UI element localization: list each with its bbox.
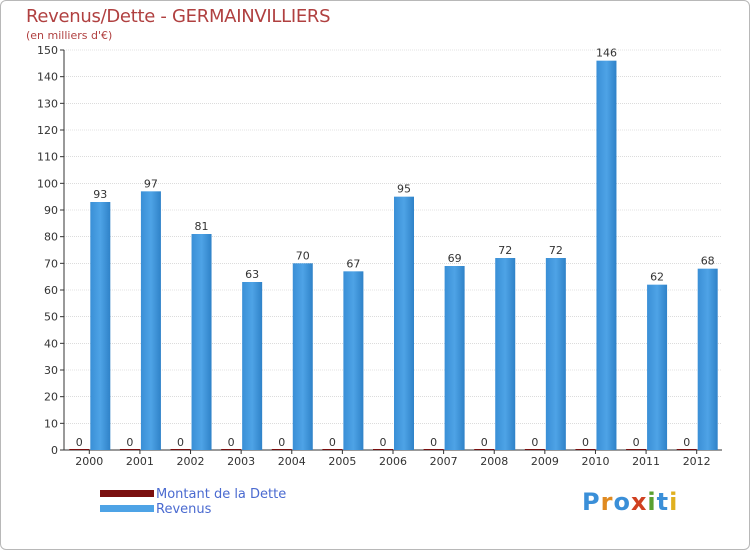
bar-revenus: [495, 258, 516, 450]
bar-dette: [474, 449, 495, 450]
logo-letter: x: [630, 488, 648, 516]
data-label-dette: 0: [76, 436, 83, 449]
legend-label-revenus: Revenus: [156, 502, 212, 517]
x-tick-label: 2008: [480, 455, 508, 468]
y-tick-label: 10: [44, 417, 58, 430]
y-tick-label: 40: [44, 337, 58, 350]
data-label-revenus: 63: [245, 268, 259, 281]
x-tick-label: 2010: [581, 455, 609, 468]
legend-swatch-revenus: [100, 505, 154, 512]
y-tick-label: 140: [37, 71, 58, 84]
bar-revenus: [647, 284, 668, 450]
data-label-revenus: 146: [596, 47, 617, 60]
data-label-dette: 0: [329, 436, 336, 449]
logo-letter: i: [669, 488, 679, 516]
x-tick-label: 2000: [75, 455, 103, 468]
data-label-dette: 0: [582, 436, 589, 449]
bar-dette: [170, 449, 191, 450]
data-label-dette: 0: [481, 436, 488, 449]
bar-revenus: [343, 271, 364, 450]
x-tick-label: 2011: [632, 455, 660, 468]
logo-letter: t: [656, 488, 670, 516]
data-label-dette: 0: [177, 436, 184, 449]
y-tick-label: 60: [44, 284, 58, 297]
y-tick-label: 90: [44, 204, 58, 217]
legend-label-dette: Montant de la Dette: [156, 487, 287, 502]
data-label-dette: 0: [126, 436, 133, 449]
x-tick-label: 2002: [177, 455, 205, 468]
x-tick-label: 2001: [126, 455, 154, 468]
y-tick-label: 70: [44, 257, 58, 270]
bar-revenus: [191, 234, 212, 450]
data-label-dette: 0: [683, 436, 690, 449]
data-label-revenus: 72: [549, 244, 563, 257]
data-label-revenus: 81: [195, 220, 209, 233]
data-label-revenus: 97: [144, 177, 158, 190]
data-label-revenus: 69: [448, 252, 462, 265]
bar-dette: [119, 449, 140, 450]
y-tick-label: 110: [37, 151, 58, 164]
data-label-dette: 0: [430, 436, 437, 449]
bar-dette: [69, 449, 90, 450]
bar-dette: [423, 449, 444, 450]
x-tick-label: 2005: [328, 455, 356, 468]
bar-dette: [373, 449, 393, 450]
bar-revenus: [242, 282, 263, 450]
data-label-revenus: 67: [346, 257, 360, 270]
bar-revenus: [596, 60, 617, 451]
x-tick-label: 2012: [683, 455, 711, 468]
bar-dette: [271, 449, 292, 450]
legend-swatch-dette: [100, 490, 154, 497]
x-tick-label: 2007: [430, 455, 458, 468]
y-tick-label: 150: [37, 44, 58, 57]
bar-dette: [221, 449, 242, 450]
data-label-revenus: 95: [397, 183, 411, 196]
bar-revenus: [292, 263, 313, 450]
logo-letter: r: [600, 488, 614, 516]
bar-dette: [676, 449, 697, 450]
y-tick-label: 30: [44, 364, 58, 377]
bar-revenus: [394, 196, 414, 450]
bar-revenus: [545, 258, 566, 450]
x-tick-label: 2006: [379, 455, 407, 468]
y-tick-label: 130: [37, 97, 58, 110]
bar-revenus: [444, 266, 465, 450]
y-tick-label: 20: [44, 391, 58, 404]
data-label-revenus: 62: [650, 271, 664, 284]
bar-dette: [575, 449, 596, 450]
data-label-dette: 0: [633, 436, 640, 449]
logo-letter: P: [582, 488, 601, 516]
data-label-revenus: 70: [296, 249, 310, 262]
bar-revenus: [90, 202, 111, 450]
y-tick-label: 120: [37, 124, 58, 137]
data-label-dette: 0: [278, 436, 285, 449]
bar-revenus: [697, 268, 718, 450]
x-tick-label: 2009: [531, 455, 559, 468]
y-tick-label: 100: [37, 177, 58, 190]
chart-title: Revenus/Dette - GERMAINVILLIERS: [26, 6, 331, 27]
bar-dette: [524, 449, 545, 450]
data-label-revenus: 72: [498, 244, 512, 257]
bar-revenus: [140, 191, 161, 451]
logo-letter: o: [613, 488, 631, 516]
data-label-dette: 0: [380, 436, 387, 449]
data-label-revenus: 68: [701, 255, 715, 268]
bar-dette: [626, 449, 647, 450]
y-tick-label: 50: [44, 311, 58, 324]
x-tick-label: 2004: [278, 455, 306, 468]
bar-dette: [322, 449, 343, 450]
y-tick-label: 80: [44, 231, 58, 244]
x-tick-label: 2003: [227, 455, 255, 468]
data-label-dette: 0: [531, 436, 538, 449]
proxiti-logo: Proxiti: [582, 488, 678, 516]
chart-subtitle: (en milliers d'€): [26, 29, 113, 42]
y-tick-label: 0: [51, 444, 58, 457]
logo-letter: i: [647, 488, 657, 516]
data-label-dette: 0: [228, 436, 235, 449]
data-label-revenus: 93: [93, 188, 107, 201]
